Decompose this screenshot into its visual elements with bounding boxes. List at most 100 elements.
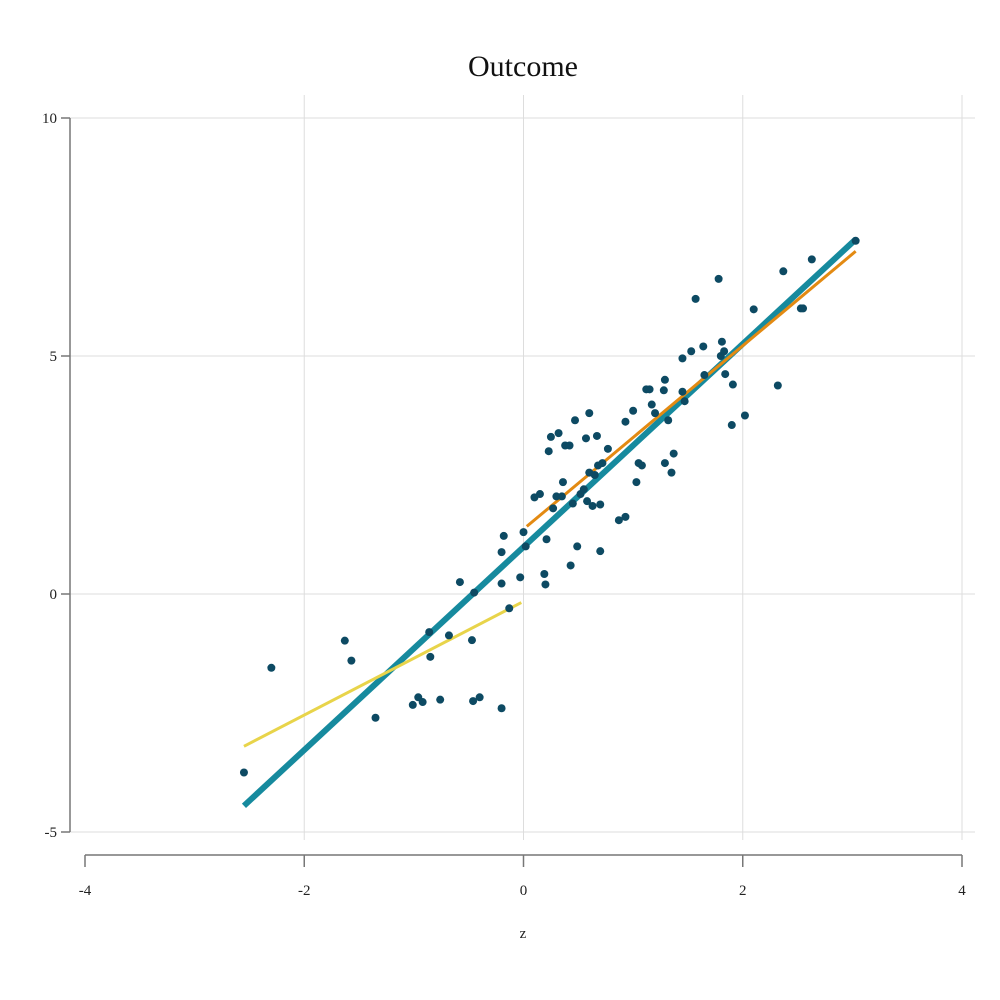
scatter-point — [680, 397, 689, 406]
scatter-point — [773, 381, 782, 390]
scatter-point — [728, 380, 737, 389]
overall-fit-line — [241, 237, 858, 809]
x-tick-label: -2 — [298, 883, 311, 899]
scatter-point — [426, 652, 435, 661]
scatter-point — [687, 347, 696, 356]
scatter-point — [660, 459, 669, 468]
scatter-point — [632, 478, 641, 487]
chart-title: Outcome — [468, 50, 578, 83]
scatter-point — [573, 542, 582, 551]
scatter-point — [546, 432, 555, 441]
y-tick-label: 5 — [50, 349, 58, 365]
scatter-point — [497, 579, 506, 588]
scatter-point — [499, 531, 508, 540]
scatter-point — [660, 375, 669, 384]
x-tick-label: 2 — [739, 883, 747, 899]
scatter-point — [579, 485, 588, 494]
scatter-point — [669, 449, 678, 458]
scatter-point — [645, 385, 654, 394]
scatter-point — [749, 305, 758, 314]
scatter-point — [408, 700, 417, 709]
scatter-point — [497, 548, 506, 557]
scatter-point — [621, 417, 630, 426]
scatter-point — [418, 698, 427, 707]
scatter-point — [717, 337, 726, 346]
scatter-point — [565, 441, 574, 450]
scatter-point — [469, 697, 478, 706]
scatter-point — [497, 704, 506, 713]
x-tick-label: 0 — [520, 883, 528, 899]
scatter-point — [571, 416, 580, 425]
scatter-point — [588, 501, 597, 510]
scatter-point — [664, 416, 673, 425]
scatter-point — [554, 429, 563, 438]
scatter-point — [598, 459, 607, 468]
scatter-point — [544, 447, 553, 456]
scatter-point — [549, 504, 558, 513]
scatter-point — [727, 421, 736, 430]
scatter-point — [720, 347, 729, 356]
scatter-point — [585, 409, 594, 418]
scatter-point — [568, 499, 577, 508]
scatter-point — [475, 693, 484, 702]
scatter-point — [566, 561, 575, 570]
scatter-point — [535, 490, 544, 499]
scatter-point — [651, 409, 660, 418]
scatter-point — [647, 400, 656, 409]
scatter-point — [581, 434, 590, 443]
scatter-point — [436, 695, 445, 704]
scatter-point — [700, 371, 709, 380]
fit-lines — [241, 237, 858, 809]
scatter-point — [699, 342, 708, 351]
scatter-point — [721, 370, 730, 379]
scatter-point — [659, 386, 668, 395]
scatter-point — [637, 461, 646, 470]
x-axis-label: z — [520, 926, 527, 942]
scatter-point — [629, 406, 638, 415]
scatter-point — [596, 547, 605, 556]
scatter-point — [444, 631, 453, 640]
scatter-point — [799, 304, 808, 313]
scatter-point — [557, 492, 566, 501]
scatter-point — [519, 528, 528, 537]
scatter-point — [621, 512, 630, 521]
axes — [69, 118, 962, 856]
scatter-point — [807, 255, 816, 264]
scatter-point — [667, 468, 676, 477]
scatter-point — [614, 516, 623, 525]
scatter-point — [347, 656, 356, 665]
scatter-point — [740, 411, 749, 420]
ticks: -4 -2 0 2 4 -5 0 5 10 — [42, 111, 966, 899]
scatter-point — [558, 478, 567, 487]
scatter-point — [540, 570, 549, 579]
scatter-point — [691, 294, 700, 303]
scatter-point — [239, 768, 248, 777]
scatter-point — [467, 636, 476, 645]
data-points — [239, 236, 860, 777]
grid — [70, 95, 975, 840]
scatter-point — [592, 431, 601, 440]
scatter-point — [521, 542, 530, 551]
scatter-point — [851, 236, 860, 245]
scatter-point — [505, 604, 514, 613]
x-tick-label: 4 — [958, 883, 966, 899]
scatter-point — [678, 387, 687, 396]
scatter-point — [590, 471, 599, 479]
scatter-point — [583, 497, 592, 506]
scatter-point — [340, 636, 349, 645]
positive-fit-line — [525, 250, 857, 528]
scatter-point — [603, 444, 612, 453]
scatter-point — [678, 354, 687, 363]
scatter-point — [542, 535, 551, 544]
scatter-point — [455, 578, 464, 587]
y-tick-label: -5 — [45, 825, 58, 841]
scatter-point — [779, 267, 788, 276]
scatter-point — [714, 274, 723, 283]
scatter-point — [371, 713, 380, 722]
y-tick-label: 0 — [50, 587, 58, 603]
scatter-point — [425, 628, 434, 637]
scatter-point — [596, 500, 605, 509]
scatter-point — [267, 663, 276, 672]
